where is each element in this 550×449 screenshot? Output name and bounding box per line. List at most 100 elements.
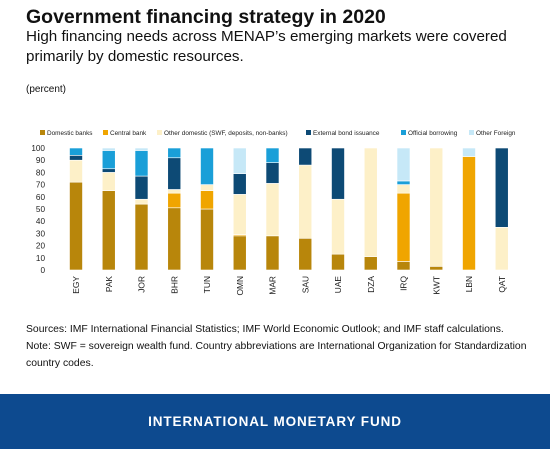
bar-segment-sau-external-bond-issuance [298, 147, 313, 166]
bar-segment-sau-domestic-banks [298, 237, 313, 271]
x-tick-label-kwt: KWT [431, 276, 441, 295]
bars [69, 147, 509, 271]
legend-label-other-foreign: Other Foreign [476, 130, 516, 137]
bar-segment-egy-external-bond-issuance [69, 155, 83, 161]
bar-segment-mar-other-domestic-swf-deposits-non-banks [265, 183, 280, 237]
bar-segment-dza-domestic-banks [363, 256, 378, 271]
bar-segment-irq-official-borrowing [396, 180, 411, 185]
bar-segment-jor-other-foreign [134, 147, 149, 151]
bar-segment-uae-other-domestic-swf-deposits-non-banks [331, 198, 345, 255]
y-tick-label: 50 [36, 205, 46, 214]
abbreviation-note-continued: country codes. [26, 358, 94, 369]
bar-segment-mar-external-bond-issuance [265, 162, 280, 184]
x-axis-labels: EGY PAK JOR BHR TUN OMN MAR SAU UAE DZA IRQ KWT LBN Q… [71, 276, 507, 296]
legend-label-official-borrowing: Official borrowing [408, 130, 458, 137]
x-tick-label-lbn: LBN [464, 276, 474, 292]
unit-label: (percent) [26, 84, 67, 95]
y-tick-label: 100 [31, 144, 45, 153]
bar-segment-kwt-domestic-banks [429, 266, 444, 271]
x-tick-label-qat: QAT [497, 276, 507, 293]
bar-segment-dza-other-domestic-swf-deposits-non-banks [363, 147, 378, 257]
x-tick-label-sau: SAU [300, 276, 310, 293]
legend-swatch-domestic-banks [40, 130, 45, 135]
sources-note: Sources: IMF International Financial Sta… [26, 324, 504, 335]
bar-segment-qat-other-domestic-swf-deposits-non-banks [494, 227, 509, 271]
bar-segment-tun-domestic-banks [200, 208, 214, 271]
bar-segment-uae-domestic-banks [331, 253, 345, 271]
legend-swatch-central-bank [103, 130, 108, 135]
bar-segment-pak-official-borrowing [101, 150, 116, 170]
y-tick-label: 60 [36, 193, 46, 202]
chart-legend: Domestic banks Central bank Other domestic… [40, 130, 516, 137]
bar-segment-lbn-central-bank [462, 156, 476, 271]
bar-segment-irq-domestic-banks [396, 261, 411, 271]
bar-segment-bhr-domestic-banks [167, 207, 182, 271]
y-axis: 0 10 20 30 40 50 60 70 80 90 100 [31, 144, 45, 275]
x-tick-label-dza: DZA [366, 276, 376, 293]
x-tick-label-pak: PAK [104, 276, 114, 293]
legend-label-domestic-banks: Domestic banks [47, 130, 92, 137]
x-tick-label-tun: TUN [202, 276, 212, 293]
y-tick-label: 70 [36, 181, 46, 190]
y-tick-label: 40 [36, 217, 46, 226]
chart-title: Government financing strategy in 2020 [26, 6, 386, 28]
legend-swatch-other-domestic-swf-deposits-non-banks [157, 130, 162, 135]
bar-segment-egy-other-domestic-swf-deposits-non-banks [69, 159, 83, 183]
y-tick-label: 30 [36, 229, 46, 238]
legend-swatch-official-borrowing [401, 130, 406, 135]
imf-footer-banner: INTERNATIONAL MONETARY FUND [0, 394, 550, 449]
bar-segment-omn-external-bond-issuance [232, 173, 247, 195]
bar-segment-omn-other-foreign [232, 147, 247, 174]
bar-segment-bhr-other-domestic-swf-deposits-non-banks [167, 189, 182, 194]
bar-segment-egy-official-borrowing [69, 147, 83, 156]
bar-segment-pak-domestic-banks [101, 190, 116, 271]
abbreviation-note: Note: SWF = sovereign wealth fund. Count… [26, 341, 527, 352]
legend-label-central-bank: Central bank [110, 130, 147, 137]
bar-segment-qat-external-bond-issuance [494, 147, 509, 228]
bar-segment-bhr-official-borrowing [167, 147, 182, 159]
x-tick-label-jor: JOR [137, 276, 147, 293]
y-tick-label: 90 [36, 156, 46, 165]
y-tick-label: 80 [36, 168, 46, 177]
x-tick-label-mar: MAR [268, 276, 278, 295]
bar-segment-jor-external-bond-issuance [134, 175, 149, 200]
x-tick-label-irq: IRQ [399, 276, 409, 291]
bar-segment-irq-other-foreign [396, 147, 411, 182]
bar-segment-omn-other-domestic-swf-deposits-non-banks [232, 194, 247, 235]
bar-segment-omn-domestic-banks [232, 235, 247, 271]
bar-segment-jor-official-borrowing [134, 150, 149, 177]
x-tick-label-egy: EGY [71, 276, 81, 294]
chart-subtitle: High financing needs across MENAP’s emer… [26, 28, 507, 65]
bar-segment-pak-other-foreign [101, 147, 116, 151]
bar-segment-mar-domestic-banks [265, 235, 280, 271]
x-tick-label-uae: UAE [333, 276, 343, 294]
source-notes: Sources: IMF International Financial Sta… [26, 321, 536, 372]
x-tick-label-bhr: BHR [169, 276, 179, 294]
legend-swatch-other-foreign [469, 130, 474, 135]
bar-segment-lbn-other-foreign [462, 147, 476, 157]
x-tick-label-omn: OMN [235, 276, 245, 296]
bar-segment-sau-other-domestic-swf-deposits-non-banks [298, 164, 313, 239]
legend-swatch-external-bond-issuance [306, 130, 311, 135]
bar-segment-pak-other-domestic-swf-deposits-non-banks [101, 172, 116, 191]
bar-segment-jor-domestic-banks [134, 203, 149, 271]
y-tick-label: 10 [36, 254, 46, 263]
bar-segment-tun-official-borrowing [200, 147, 214, 185]
bar-segment-mar-official-borrowing [265, 147, 280, 163]
bar-segment-bhr-external-bond-issuance [167, 157, 182, 190]
bar-segment-tun-central-bank [200, 190, 214, 210]
bar-segment-jor-other-domestic-swf-deposits-non-banks [134, 198, 149, 205]
bar-segment-tun-other-domestic-swf-deposits-non-banks [200, 184, 214, 192]
legend-label-external-bond-issuance: External bond issuance [313, 130, 380, 137]
bar-segment-bhr-central-bank [167, 192, 182, 209]
bar-segment-irq-other-domestic-swf-deposits-non-banks [396, 184, 411, 194]
bar-segment-uae-external-bond-issuance [331, 147, 345, 200]
bar-segment-pak-external-bond-issuance [101, 168, 116, 173]
bar-segment-irq-central-bank [396, 192, 411, 262]
y-tick-label: 0 [40, 266, 45, 275]
stacked-bar-chart: Domestic banks Central bank Other domestic… [31, 130, 516, 296]
legend-label-other-domestic-swf-deposits-non-banks: Other domestic (SWF, deposits, non-banks… [164, 130, 288, 137]
bar-segment-kwt-other-domestic-swf-deposits-non-banks [429, 147, 444, 267]
bar-segment-egy-domestic-banks [69, 181, 83, 271]
y-tick-label: 20 [36, 242, 46, 251]
